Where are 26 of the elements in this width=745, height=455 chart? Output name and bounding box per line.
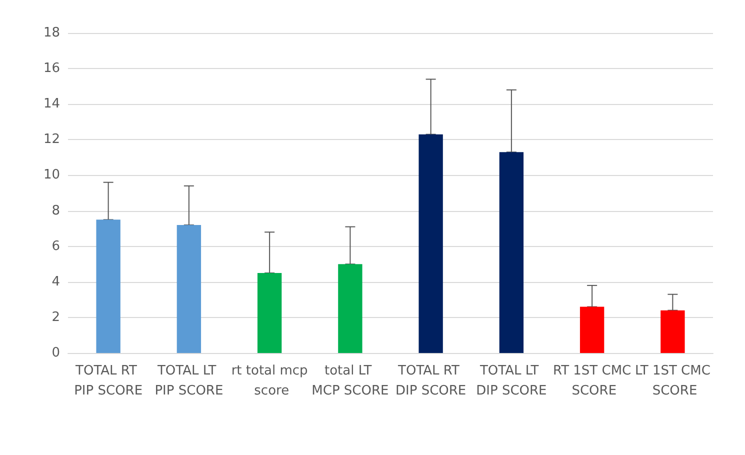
x-tick-label: rt total mcp score bbox=[231, 364, 308, 398]
x-tick-label: TOTAL LT PIP SCORE bbox=[154, 364, 224, 398]
y-tick-label: 12 bbox=[43, 132, 60, 148]
x-tick-label: TOTAL RT PIP SCORE bbox=[74, 364, 143, 398]
y-tick-label: 4 bbox=[52, 274, 60, 290]
y-tick-label: 0 bbox=[52, 346, 60, 360]
y-tick-label: 10 bbox=[43, 168, 60, 183]
y-tick-label: 2 bbox=[52, 310, 60, 325]
y-tick-label: 8 bbox=[52, 203, 60, 218]
bar bbox=[257, 273, 282, 353]
y-tick-label: 6 bbox=[52, 238, 60, 254]
x-tick-label: LT 1ST CMC SCORE bbox=[634, 364, 710, 398]
y-tick-label: 16 bbox=[43, 61, 60, 76]
bar bbox=[338, 264, 362, 353]
bar bbox=[660, 310, 685, 353]
y-tick-label: 18 bbox=[43, 26, 60, 40]
x-tick-label: TOTAL LT DIP SCORE bbox=[476, 364, 547, 398]
x-tick-label: total LT MCP SCORE bbox=[312, 364, 389, 398]
x-tick-label: RT 1ST CMC SCORE bbox=[552, 364, 632, 398]
bar bbox=[418, 134, 443, 353]
bar bbox=[176, 225, 202, 353]
x-tick-label: TOTAL RT DIP SCORE bbox=[396, 364, 466, 398]
y-tick-label: 14 bbox=[43, 96, 60, 112]
bar bbox=[96, 220, 120, 353]
bar bbox=[580, 306, 604, 353]
bar bbox=[499, 152, 524, 353]
